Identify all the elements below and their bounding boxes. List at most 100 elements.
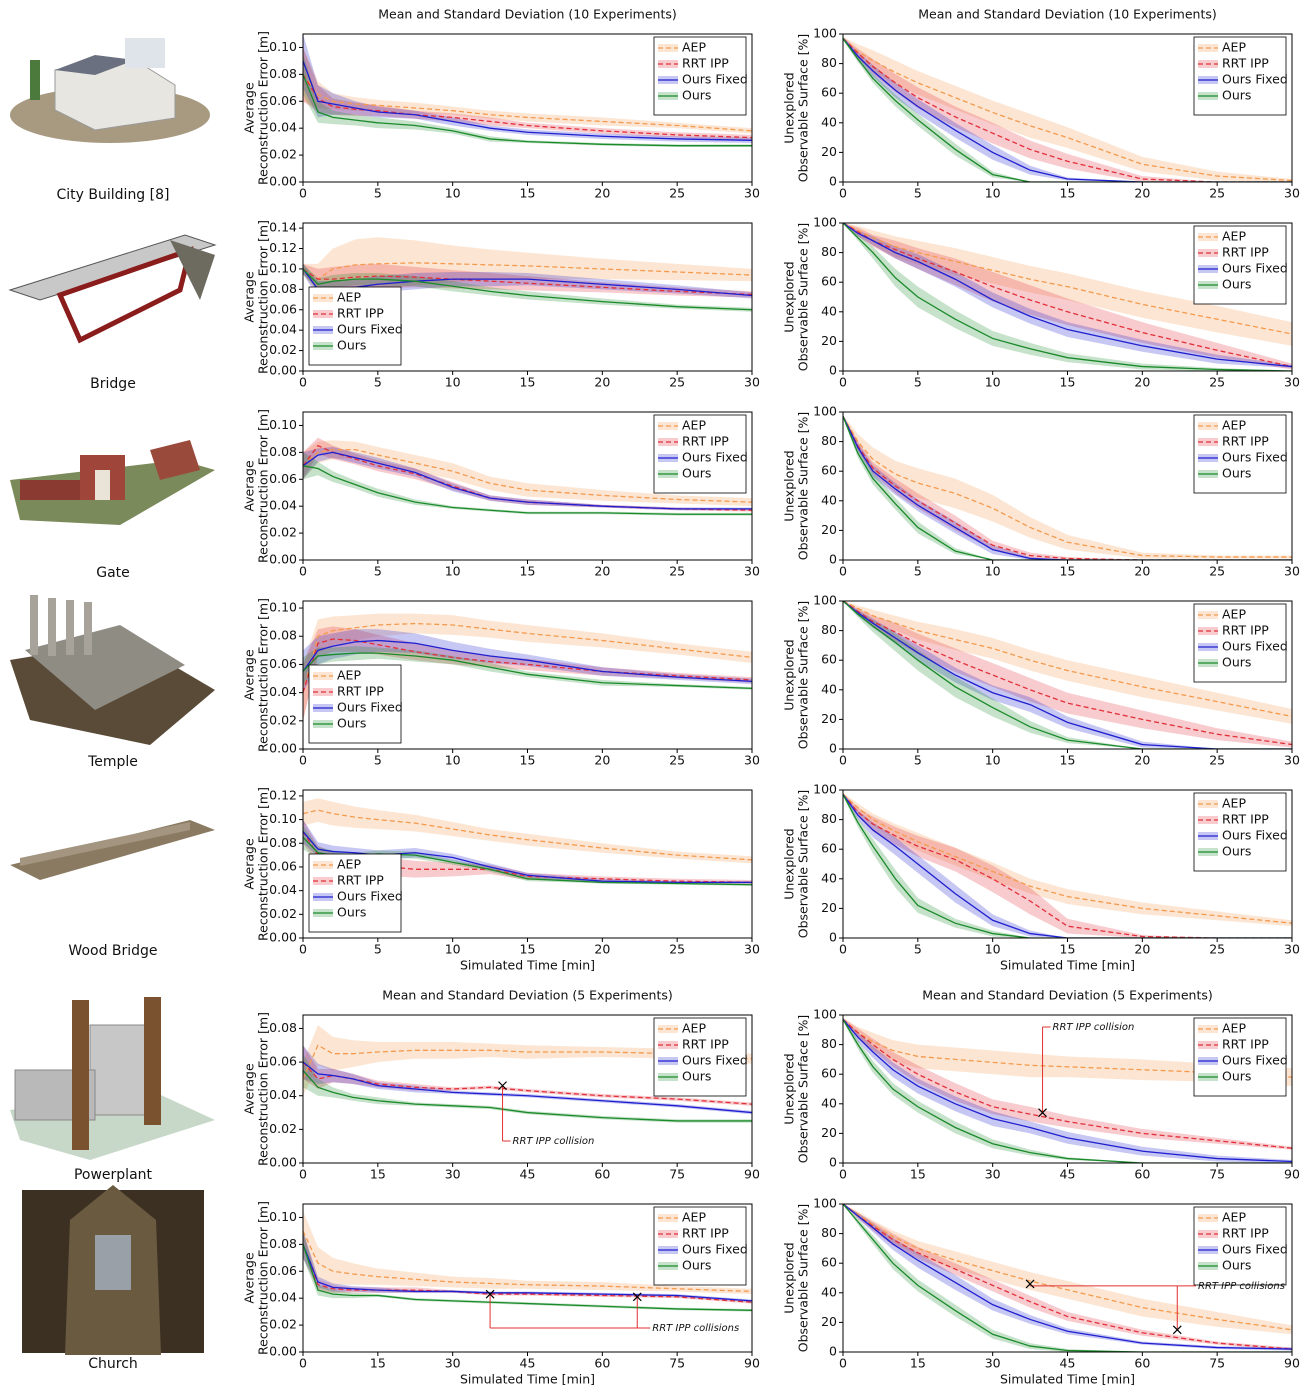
legend-label: Ours xyxy=(682,1069,711,1084)
x-tick-label: 75 xyxy=(669,1356,685,1371)
annotation: RRT IPP collision xyxy=(1053,1022,1135,1033)
legend-label: Ours Fixed xyxy=(337,700,403,715)
x-tick-label: 0 xyxy=(839,1356,847,1371)
scene-caption: Church xyxy=(88,1356,138,1372)
x-tick-label: 0 xyxy=(839,564,847,579)
y-tick-label: 0 xyxy=(829,363,837,378)
y-tick-label: 0.06 xyxy=(269,93,297,108)
legend: AEPRRT IPPOurs FixedOurs xyxy=(1194,1018,1288,1096)
legend-label: Ours xyxy=(337,716,366,731)
y-tick-label: 40 xyxy=(821,303,837,318)
x-tick-label: 30 xyxy=(744,186,760,201)
legend-label: Ours xyxy=(1222,655,1251,670)
x-tick-label: 20 xyxy=(1134,942,1150,957)
x-tick-label: 20 xyxy=(1134,186,1150,201)
x-tick-label: 10 xyxy=(985,186,1001,201)
scene-church xyxy=(22,1185,204,1355)
x-tick-label: 15 xyxy=(520,375,536,390)
y-tick-label: 0.00 xyxy=(269,930,297,945)
y-tick-label: 20 xyxy=(821,711,837,726)
x-tick-label: 30 xyxy=(445,1356,461,1371)
legend-label: AEP xyxy=(1222,40,1246,55)
legend-label: AEP xyxy=(682,1210,706,1225)
x-tick-label: 0 xyxy=(839,375,847,390)
y-tick-label: 60 xyxy=(821,274,837,289)
x-tick-label: 90 xyxy=(744,1356,760,1371)
y-tick-label: 0.04 xyxy=(269,1290,297,1305)
y-axis-label: Reconstruction Error [m] xyxy=(256,31,271,185)
legend: AEPRRT IPPOurs FixedOurs xyxy=(309,854,403,932)
x-tick-label: 10 xyxy=(985,375,1001,390)
y-tick-label: 20 xyxy=(821,1125,837,1140)
legend: AEPRRT IPPOurs FixedOurs xyxy=(1194,793,1288,871)
legend-label: Ours Fixed xyxy=(1222,450,1288,465)
scene-temple xyxy=(10,595,215,745)
x-tick-label: 0 xyxy=(299,1356,307,1371)
y-tick-label: 0.08 xyxy=(269,628,297,643)
x-tick-label: 10 xyxy=(445,375,461,390)
x-tick-label: 25 xyxy=(1209,186,1225,201)
x-tick-label: 45 xyxy=(1060,1356,1076,1371)
x-tick-label: 10 xyxy=(985,942,1001,957)
x-tick-label: 30 xyxy=(1284,375,1300,390)
y-tick-label: 0.12 xyxy=(269,240,297,255)
chart: 0153045607590020406080100Simulated Time … xyxy=(782,1196,1300,1387)
x-tick-label: 75 xyxy=(669,1167,685,1182)
x-tick-label: 20 xyxy=(594,753,610,768)
legend-label: Ours Fixed xyxy=(1222,639,1288,654)
y-tick-label: 60 xyxy=(821,463,837,478)
x-tick-label: 10 xyxy=(445,942,461,957)
x-tick-label: 60 xyxy=(1134,1167,1150,1182)
x-tick-label: 15 xyxy=(1060,186,1076,201)
legend-label: Ours Fixed xyxy=(682,1242,748,1257)
x-tick-label: 15 xyxy=(370,1167,386,1182)
y-tick-label: 0.00 xyxy=(269,1155,297,1170)
legend-label: AEP xyxy=(337,857,361,872)
x-tick-label: 15 xyxy=(910,1167,926,1182)
y-tick-label: 0 xyxy=(829,930,837,945)
legend-label: RRT IPP xyxy=(682,1037,729,1052)
x-tick-label: 5 xyxy=(374,753,382,768)
x-tick-label: 0 xyxy=(299,564,307,579)
chart: 0510152025300.000.020.040.060.080.10Aver… xyxy=(242,409,760,578)
y-axis-label: Unexplored xyxy=(782,261,797,332)
x-tick-label: 0 xyxy=(299,753,307,768)
y-tick-label: 40 xyxy=(821,492,837,507)
x-tick-label: 15 xyxy=(520,186,536,201)
x-tick-label: 30 xyxy=(744,375,760,390)
y-tick-label: 0 xyxy=(829,1155,837,1170)
legend-label: Ours xyxy=(682,1258,711,1273)
scene-wood-bridge xyxy=(10,820,215,880)
y-tick-label: 0.08 xyxy=(269,1020,297,1035)
y-tick-label: 0.14 xyxy=(269,220,297,235)
y-axis-label: Average xyxy=(242,1252,257,1304)
scene-city-building xyxy=(10,38,210,143)
y-tick-label: 0.04 xyxy=(269,1087,297,1102)
legend-label: AEP xyxy=(1222,418,1246,433)
x-tick-label: 0 xyxy=(299,1167,307,1182)
legend: AEPRRT IPPOurs FixedOurs xyxy=(1194,415,1288,493)
legend-label: AEP xyxy=(1222,796,1246,811)
x-tick-label: 15 xyxy=(1060,564,1076,579)
y-tick-label: 0.10 xyxy=(269,417,297,432)
legend-label: RRT IPP xyxy=(1222,812,1269,827)
scene-bridge xyxy=(10,235,215,340)
x-tick-label: 25 xyxy=(669,753,685,768)
y-tick-label: 0.00 xyxy=(269,363,297,378)
legend: AEPRRT IPPOurs FixedOurs xyxy=(654,37,748,115)
y-axis-label: Reconstruction Error [m] xyxy=(256,1012,271,1166)
y-axis-label: Average xyxy=(242,838,257,890)
y-tick-label: 0.02 xyxy=(269,906,297,921)
x-tick-label: 15 xyxy=(910,1356,926,1371)
y-axis-label: Average xyxy=(242,82,257,134)
chart: 0510152025300.000.020.040.060.080.10Aver… xyxy=(242,598,760,767)
y-tick-label: 0.10 xyxy=(269,260,297,275)
y-tick-label: 0 xyxy=(829,741,837,756)
y-tick-label: 0.04 xyxy=(269,322,297,337)
x-axis-label: Simulated Time [min] xyxy=(1000,958,1135,973)
y-tick-label: 80 xyxy=(821,622,837,637)
legend-label: Ours Fixed xyxy=(1222,261,1288,276)
